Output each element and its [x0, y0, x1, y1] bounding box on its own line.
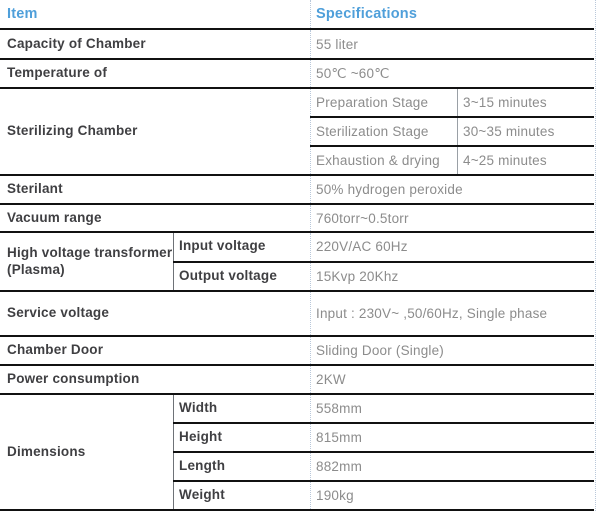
value-capacity: 55 liter	[310, 30, 594, 58]
sub-item-value: 15Kvp 20Khz	[310, 262, 594, 290]
stage-value: 3~15 minutes	[457, 89, 594, 116]
item-label-power: Power consumption	[7, 371, 140, 387]
item-label-sterilant: Sterilant	[7, 181, 63, 197]
sub-item-value: 220V/AC 60Hz	[310, 233, 594, 261]
table-row: Sterilization Stage 30~35 minutes	[310, 116, 594, 145]
stage-name: Sterilization Stage	[310, 118, 457, 145]
table-row: Capacity of Chamber 55 liter	[0, 28, 594, 58]
table-row: Input voltage 220V/AC 60Hz	[173, 233, 594, 261]
table-row: Sterilant 50% hydrogen peroxide	[0, 174, 594, 203]
table-row: Width 558mm	[173, 395, 594, 422]
table-row: Length 882mm	[173, 451, 594, 480]
table-row: Height 815mm	[173, 422, 594, 451]
stage-name: Preparation Stage	[310, 89, 457, 116]
item-label-service: Service voltage	[7, 305, 110, 321]
value-door: Sliding Door (Single)	[310, 337, 594, 364]
sub-item-name: Weight	[173, 482, 310, 509]
item-label-transformer: High voltage transformer (Plasma)	[7, 244, 177, 277]
value-temperature: 50℃ ~60℃	[310, 60, 594, 87]
table-row: Output voltage 15Kvp 20Khz	[173, 260, 594, 290]
column-header-specifications: Specifications	[310, 0, 594, 28]
table-right-dotted-border	[595, 0, 596, 511]
dimensions-subs: Width 558mm Height 815mm Length 882mm We…	[173, 395, 594, 509]
stage-name: Exhaustion & drying	[310, 147, 457, 174]
item-label-dimensions: Dimensions	[7, 443, 86, 459]
table-row: Exhaustion & drying 4~25 minutes	[310, 145, 594, 174]
value-sterilant: 50% hydrogen peroxide	[310, 176, 594, 203]
sub-item-value: 815mm	[310, 424, 594, 451]
sterilizing-stages: Preparation Stage 3~15 minutes Steriliza…	[310, 89, 594, 174]
transformer-subs: Input voltage 220V/AC 60Hz Output voltag…	[173, 233, 594, 290]
table-row: Chamber Door Sliding Door (Single)	[0, 335, 594, 364]
sub-item-name: Length	[173, 453, 310, 480]
item-label-capacity: Capacity of Chamber	[7, 35, 146, 51]
sub-item-name: Input voltage	[173, 233, 310, 261]
table-row: Temperature of 50℃ ~60℃	[0, 58, 594, 87]
sub-item-value: 190kg	[310, 482, 594, 509]
table-row: Weight 190kg	[173, 480, 594, 509]
table-row: Preparation Stage 3~15 minutes	[310, 89, 594, 116]
item-label-temperature: Temperature of	[7, 65, 108, 81]
table-row: Vacuum range 760torr~0.5torr	[0, 203, 594, 231]
sub-item-name: Width	[173, 395, 310, 422]
table-row: Power consumption 2KW	[0, 364, 594, 393]
stage-value: 30~35 minutes	[457, 118, 594, 145]
stage-value: 4~25 minutes	[457, 147, 594, 174]
value-power: 2KW	[310, 366, 594, 393]
item-label-vacuum: Vacuum range	[7, 209, 102, 225]
sub-item-name: Height	[173, 424, 310, 451]
table-header-row: Item Specifications	[0, 0, 594, 28]
table-row-group-sterilizing: Sterilizing Chamber Preparation Stage 3~…	[0, 87, 594, 174]
item-label-door: Chamber Door	[7, 342, 104, 358]
table-row-group-transformer: High voltage transformer (Plasma) Input …	[0, 231, 594, 290]
sub-item-value: 882mm	[310, 453, 594, 480]
value-service: Input : 230V~ ,50/60Hz, Single phase	[310, 292, 594, 335]
item-label-sterilizing: Sterilizing Chamber	[7, 123, 138, 139]
sub-item-value: 558mm	[310, 395, 594, 422]
column-header-item: Item	[7, 6, 38, 22]
sub-item-name: Output voltage	[173, 262, 310, 290]
value-vacuum: 760torr~0.5torr	[310, 205, 594, 231]
table-row-group-dimensions: Dimensions Width 558mm Height 815mm Leng…	[0, 393, 594, 509]
table-row: Service voltage Input : 230V~ ,50/60Hz, …	[0, 290, 594, 335]
